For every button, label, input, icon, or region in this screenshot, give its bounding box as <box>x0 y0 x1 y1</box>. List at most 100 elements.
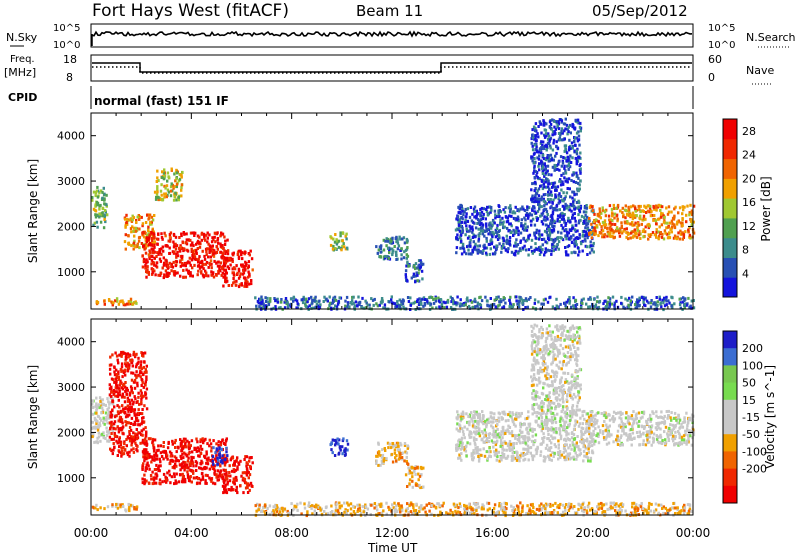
power-cell <box>459 224 462 228</box>
velocity-cell <box>96 404 99 408</box>
velocity-cell <box>125 357 128 360</box>
power-cell <box>633 223 636 227</box>
power-cell <box>534 242 537 246</box>
power-y-tick-label: 2000 <box>57 220 85 233</box>
power-cell <box>545 122 548 126</box>
power-cell <box>509 295 512 299</box>
power-cell <box>335 242 339 246</box>
velocity-cell <box>376 454 379 458</box>
power-cell <box>494 305 497 309</box>
power-cell <box>566 245 569 249</box>
velocity-cell <box>188 468 192 472</box>
power-cell <box>412 272 416 276</box>
velocity-cell <box>123 442 126 446</box>
power-cell <box>459 203 463 207</box>
power-cell <box>661 212 664 216</box>
velocity-cell <box>225 471 228 474</box>
velocity-cell <box>105 426 108 430</box>
velocity-cell <box>178 473 182 477</box>
power-cell <box>417 279 421 283</box>
power-cell <box>636 228 640 232</box>
power-cell <box>240 283 244 287</box>
velocity-cell <box>142 450 145 454</box>
power-cell <box>575 192 578 196</box>
power-cell <box>160 252 163 256</box>
velocity-cell <box>117 361 120 365</box>
velocity-cell <box>182 456 185 460</box>
power-cell <box>681 232 684 236</box>
nsky-label: N.Sky <box>6 31 38 44</box>
power-cell <box>314 299 318 303</box>
power-cell <box>462 303 466 307</box>
power-cell <box>578 143 581 147</box>
power-cell <box>360 305 363 309</box>
power-cell <box>341 244 344 248</box>
power-cell <box>250 257 254 261</box>
power-cell <box>673 207 676 211</box>
power-cell <box>461 209 464 213</box>
velocity-cell <box>413 469 416 473</box>
power-cell <box>301 301 305 305</box>
velocity-cell <box>134 355 137 359</box>
power-cell <box>544 167 547 171</box>
power-cell <box>553 168 556 172</box>
power-cell <box>538 154 541 158</box>
power-cell <box>592 250 595 254</box>
power-cell <box>547 224 550 228</box>
power-cell <box>576 229 579 233</box>
power-cell <box>543 157 546 161</box>
power-cell <box>190 247 193 251</box>
velocity-cell <box>206 462 210 466</box>
velocity-cell <box>338 438 341 442</box>
power-cell <box>627 237 630 241</box>
power-cell <box>576 246 580 250</box>
velocity-cell <box>102 416 105 420</box>
power-cell <box>202 267 205 271</box>
velocity-cell <box>125 352 128 356</box>
power-cell <box>378 303 381 307</box>
power-cell <box>141 222 145 226</box>
power-cell <box>181 262 184 265</box>
power-cell <box>203 237 206 241</box>
power-cell <box>373 297 376 301</box>
power-cell <box>558 168 561 172</box>
power-cell <box>146 244 149 248</box>
velocity-cell <box>175 450 178 454</box>
power-cell <box>137 236 141 240</box>
power-cell <box>562 122 566 126</box>
power-cell <box>502 208 505 212</box>
power-cell <box>685 213 688 217</box>
power-cell <box>582 297 585 301</box>
velocity-cell <box>245 461 248 465</box>
power-cell <box>591 232 594 235</box>
power-cell <box>329 306 333 310</box>
velocity-cell <box>195 469 198 472</box>
power-cell <box>476 304 479 308</box>
power-cell <box>451 297 454 300</box>
power-cell <box>103 302 106 306</box>
velocity-cell <box>403 444 407 447</box>
power-cell <box>215 245 219 249</box>
velocity-cell <box>140 377 143 381</box>
power-cell <box>538 168 541 172</box>
power-cell <box>502 298 505 302</box>
velocity-cell <box>489 450 492 454</box>
velocity-cell <box>201 477 205 481</box>
power-cell <box>639 204 642 208</box>
power-cell <box>543 207 546 211</box>
power-cell <box>584 226 587 230</box>
power-cell <box>575 236 579 240</box>
power-cell <box>570 179 573 182</box>
velocity-cell <box>520 411 523 415</box>
power-cell <box>538 229 541 233</box>
power-cell <box>95 213 99 217</box>
power-cell <box>165 195 168 199</box>
power-cell <box>573 306 576 310</box>
power-cell <box>315 303 319 306</box>
power-cell <box>569 147 572 150</box>
power-cell <box>527 297 531 301</box>
power-cell <box>129 227 133 231</box>
power-cell <box>405 278 408 282</box>
power-cell <box>650 209 653 213</box>
velocity-cell <box>119 379 122 383</box>
